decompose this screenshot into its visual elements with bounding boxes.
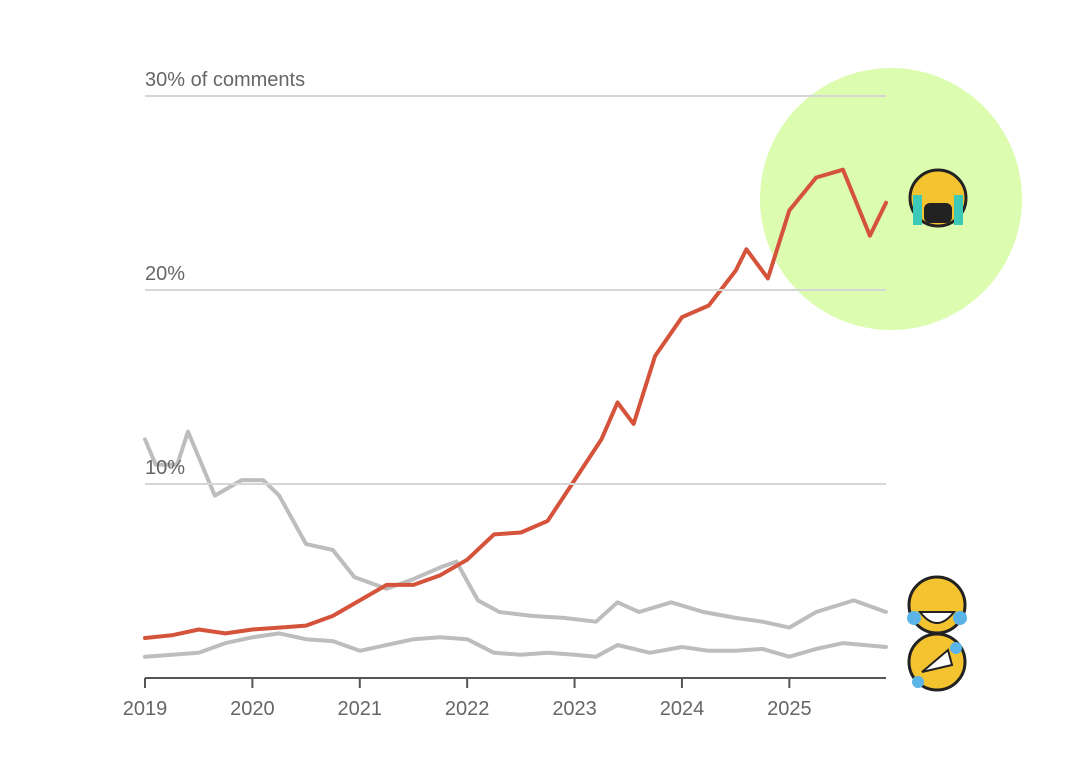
series-line: [143, 429, 888, 630]
x-tick-label: 2023: [552, 698, 597, 720]
highlight: [760, 68, 1022, 330]
joy-icon: [907, 575, 967, 635]
series-line: [143, 631, 888, 659]
x-tick-label: 2019: [123, 698, 168, 720]
x-tick-label: 2022: [445, 698, 490, 720]
rofl-icon: [907, 632, 967, 692]
x-tick-label: 2024: [660, 698, 705, 720]
series-line: [143, 167, 888, 640]
y-tick-label: 30% of comments: [145, 69, 305, 91]
x-tick-label: 2021: [338, 698, 383, 720]
x-tick-label: 2020: [230, 698, 275, 720]
x-tick-label: 2025: [767, 698, 812, 720]
crying-icon: [908, 168, 968, 228]
y-tick-label: 10%: [145, 457, 185, 479]
y-tick-label: 20%: [145, 263, 185, 285]
